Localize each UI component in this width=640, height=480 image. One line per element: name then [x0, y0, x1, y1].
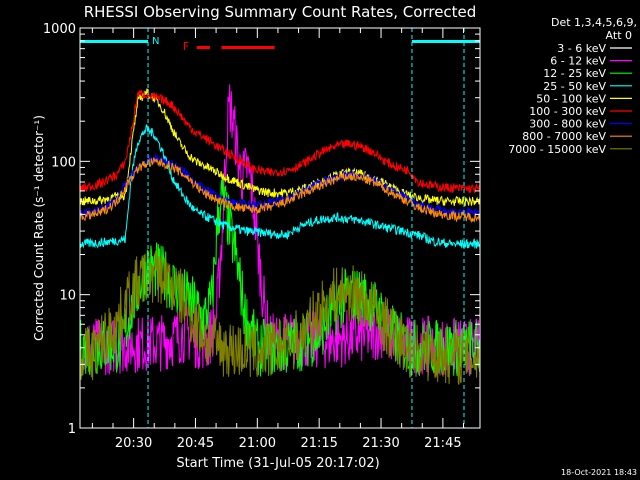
series-line-25-50-kev	[79, 124, 481, 249]
night-bar-0	[80, 40, 149, 43]
legend-entry-label: 6 - 12 keV	[550, 55, 606, 68]
legend-entry-label: 800 - 7000 keV	[522, 130, 606, 143]
x-tick-label: 20:30	[115, 436, 152, 451]
flare-bar-1	[221, 46, 275, 49]
legend-entry-label: 100 - 300 keV	[529, 105, 606, 118]
x-tick-label: 21:30	[362, 436, 399, 451]
night-bar-1	[411, 40, 480, 43]
x-tick-label: 21:15	[300, 436, 337, 451]
legend-entry-label: 3 - 6 keV	[557, 42, 606, 55]
y-tick-label: 100	[51, 155, 76, 170]
series-line-800-7000-kev	[79, 157, 481, 223]
legend-entry-label: 300 - 800 keV	[529, 118, 606, 131]
chart-title: RHESSI Observing Summary Count Rates, Co…	[84, 3, 477, 21]
y-tick-label: 1000	[43, 22, 76, 37]
legend-entry-label: 7000 - 15000 keV	[508, 143, 606, 156]
legend-entry-label: 25 - 50 keV	[543, 80, 606, 93]
y-tick-label: 1	[68, 422, 76, 437]
axis-layer: 1 10 100 1000 20:30 20:45 21:00 21:15 21:30 21:45	[43, 22, 481, 451]
night-label: N	[152, 36, 159, 47]
legend-header-detectors: Det 1,3,4,5,6,9,	[551, 16, 637, 29]
y-axis-label: Corrected Count Rate (s⁻¹ detector⁻¹)	[32, 115, 46, 341]
legend-entry-label: 50 - 100 keV	[536, 92, 606, 105]
x-tick-label: 21:45	[424, 436, 461, 451]
x-tick-label: 20:45	[177, 436, 214, 451]
x-tick-label: 21:00	[239, 436, 276, 451]
legend-header-attenuator: Att 0	[606, 29, 632, 42]
series-line-100-300-kev	[79, 90, 481, 194]
series-line-7000-15000-kev	[79, 248, 481, 385]
y-tick-label: 10	[59, 289, 76, 304]
plot-frame	[79, 27, 481, 429]
x-axis-label: Start Time (31-Jul-05 20:17:02)	[176, 456, 379, 471]
legend-entry-label: 12 - 25 keV	[543, 67, 606, 80]
series-layer	[79, 84, 481, 429]
footer-timestamp: 18-Oct-2021 18:43	[561, 468, 637, 477]
flare-bar-0	[196, 46, 210, 49]
flare-label: F	[183, 40, 189, 53]
